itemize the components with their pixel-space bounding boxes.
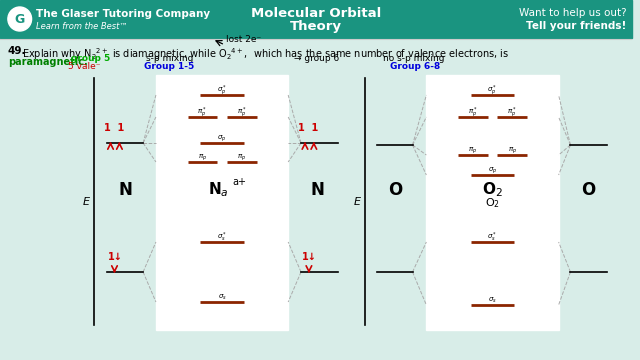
Text: s-p mixing: s-p mixing — [146, 54, 193, 63]
Bar — [156, 75, 288, 330]
Text: 1↓: 1↓ — [302, 252, 317, 262]
Text: $\sigma_p^*$: $\sigma_p^*$ — [217, 83, 227, 98]
Text: O: O — [581, 181, 595, 199]
Text: paramagnetic.: paramagnetic. — [8, 57, 88, 67]
Text: $\sigma_s$: $\sigma_s$ — [218, 293, 227, 302]
Text: Explain why N$_2$$^{2+}$ is diamagnetic, while O$_2$$^{4+}$,  which has the same: Explain why N$_2$$^{2+}$ is diamagnetic,… — [22, 46, 509, 62]
Text: Tell your friends!: Tell your friends! — [526, 21, 627, 31]
Text: lost 2e⁻: lost 2e⁻ — [226, 35, 261, 44]
Text: N$_a$: N$_a$ — [208, 181, 228, 199]
Text: O$_\mathrm{2}$: O$_\mathrm{2}$ — [485, 196, 500, 210]
Text: The Glaser Tutoring Company: The Glaser Tutoring Company — [36, 9, 210, 19]
Text: 1  1: 1 1 — [298, 123, 318, 133]
Text: a+: a+ — [232, 177, 246, 187]
Text: Want to help us out?: Want to help us out? — [519, 8, 627, 18]
Text: 49.: 49. — [8, 46, 26, 56]
Text: $\pi_p^*$: $\pi_p^*$ — [508, 105, 517, 120]
Text: 1  1: 1 1 — [104, 123, 124, 133]
Text: no s-p mixing: no s-p mixing — [383, 54, 444, 63]
Text: 1↓: 1↓ — [108, 252, 122, 262]
Text: G: G — [15, 13, 25, 26]
Text: Group 1-5: Group 1-5 — [144, 62, 195, 71]
Text: $\pi_p$: $\pi_p$ — [508, 146, 516, 156]
Text: N: N — [118, 181, 132, 199]
Text: 5 vale⁻: 5 vale⁻ — [68, 62, 100, 71]
Text: $\pi_p^*$: $\pi_p^*$ — [237, 105, 246, 120]
Text: O: O — [388, 181, 402, 199]
Bar — [0, 0, 632, 38]
Text: $\pi_p^*$: $\pi_p^*$ — [197, 105, 207, 120]
Text: Learn from the Best™: Learn from the Best™ — [36, 22, 127, 31]
Text: E: E — [83, 197, 90, 207]
Text: $\sigma_s$: $\sigma_s$ — [488, 296, 497, 305]
Text: $\sigma_p^*$: $\sigma_p^*$ — [488, 83, 497, 98]
Text: $\pi_p^*$: $\pi_p^*$ — [468, 105, 477, 120]
Text: N: N — [311, 181, 324, 199]
Bar — [426, 75, 559, 330]
Text: $\sigma_p$: $\sigma_p$ — [488, 166, 497, 176]
Text: $\sigma_s^*$: $\sigma_s^*$ — [488, 230, 497, 243]
Circle shape — [8, 7, 31, 31]
Text: $\pi_p$: $\pi_p$ — [468, 146, 477, 156]
Text: → group 6: → group 6 — [294, 54, 339, 63]
Text: Theory: Theory — [290, 19, 342, 32]
Text: group 5: group 5 — [71, 54, 110, 63]
Text: Molecular Orbital: Molecular Orbital — [251, 6, 381, 19]
Text: $\pi_p$: $\pi_p$ — [237, 153, 246, 163]
Text: O$_2$: O$_2$ — [482, 181, 503, 199]
Text: Group 6-8: Group 6-8 — [390, 62, 440, 71]
Text: $\sigma_p$: $\sigma_p$ — [218, 134, 227, 144]
Text: $\sigma_s^*$: $\sigma_s^*$ — [217, 230, 227, 243]
Text: $\pi_p$: $\pi_p$ — [198, 153, 207, 163]
Text: E: E — [354, 197, 361, 207]
